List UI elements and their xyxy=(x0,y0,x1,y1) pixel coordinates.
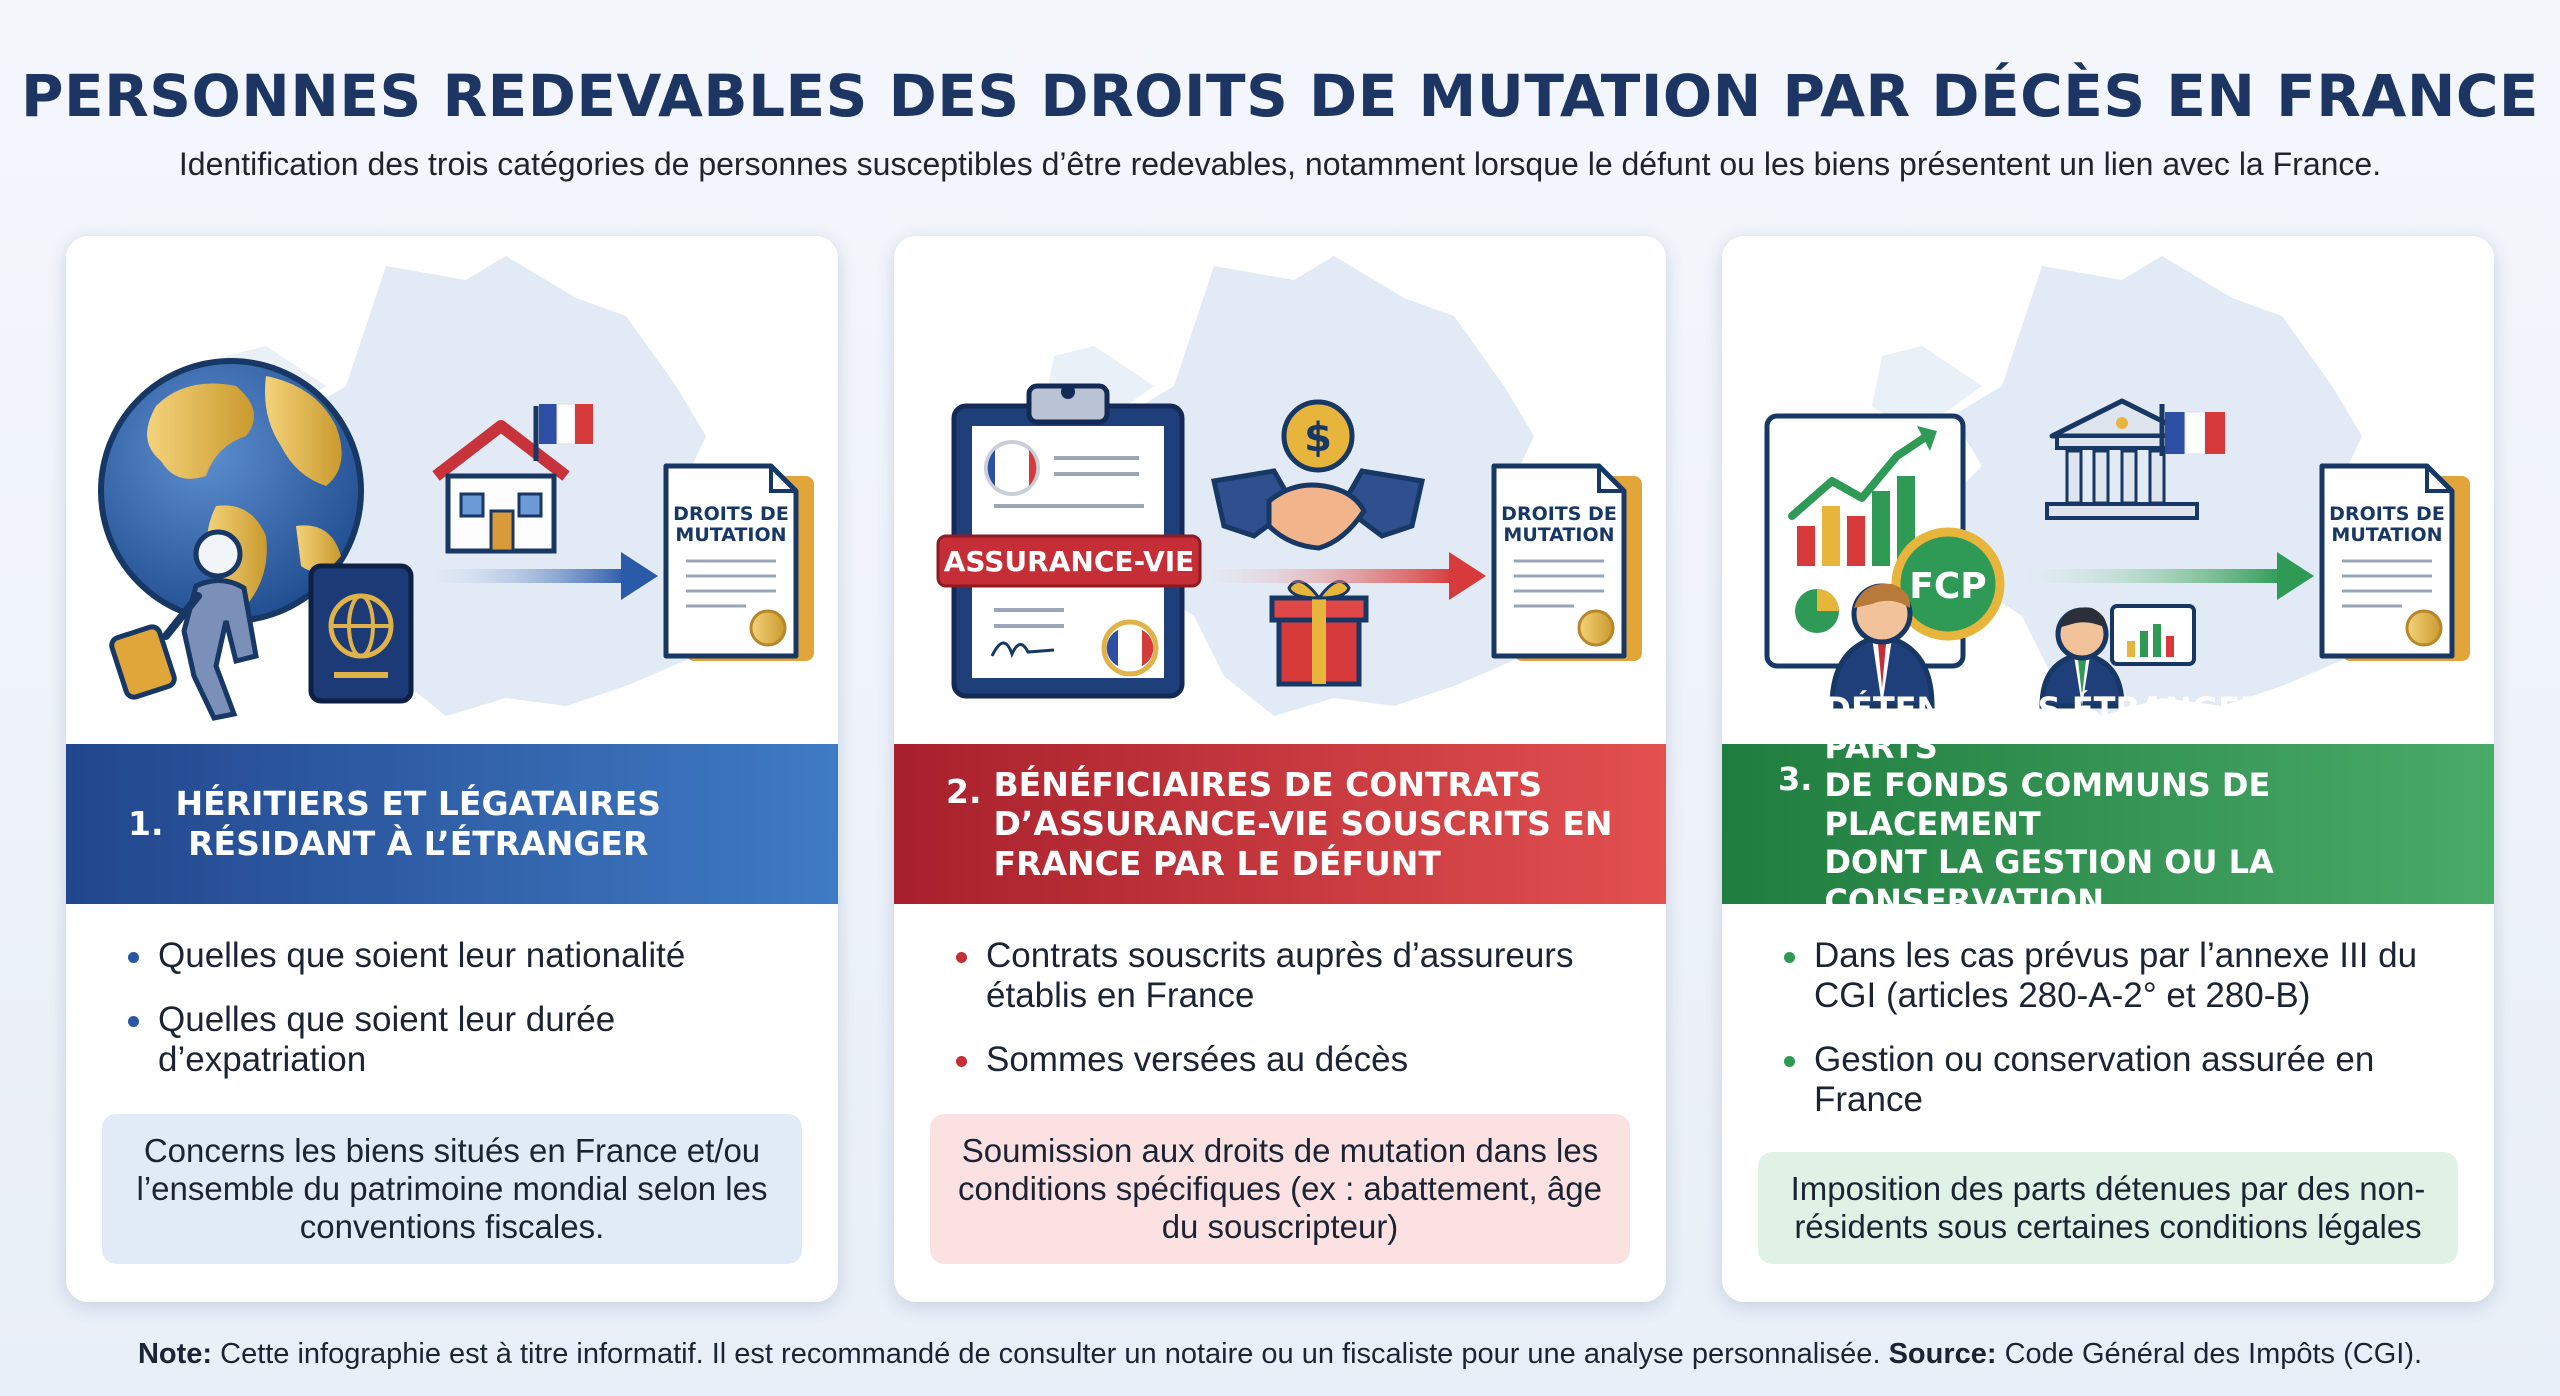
businessman-icon xyxy=(1829,583,1935,709)
house-icon xyxy=(432,420,570,554)
gift-icon xyxy=(1269,579,1369,687)
card-number: 1. xyxy=(128,804,164,844)
handshake-icon xyxy=(1210,468,1426,551)
card-heading-line: DE FONDS COMMUNS DE PLACEMENT xyxy=(1824,766,2271,843)
bullet-icon xyxy=(956,952,967,963)
document-label-line2: MUTATION xyxy=(675,524,786,546)
card-note: Imposition des parts détenues par des no… xyxy=(1758,1152,2458,1264)
list-item: Dans les cas prévus par l’annexe III du … xyxy=(1784,936,2464,1016)
card-heading-line: FRANCE PAR LE DÉFUNT xyxy=(993,843,1441,883)
card-illustration: ASSURANCE-VIE $ DROITS DE xyxy=(936,256,1642,716)
french-flag-icon xyxy=(533,403,593,461)
card-life-insurance: ASSURANCE-VIE $ DROITS DE xyxy=(894,236,1666,1302)
bullet-icon xyxy=(1784,1056,1795,1067)
french-flag-icon xyxy=(2159,404,2225,456)
document-icon: DROITS DE MUTATION xyxy=(663,463,814,661)
card-heading: 2. BÉNÉFICIAIRES DE CONTRATS D’ASSURANCE… xyxy=(894,744,1666,904)
card-number: 2. xyxy=(946,772,982,811)
list-item: Quelles que soient leur durée d’expatria… xyxy=(128,1000,808,1080)
bullet-icon xyxy=(128,1016,139,1027)
document-label-line2: MUTATION xyxy=(2331,524,2442,546)
card-number: 3. xyxy=(1778,760,1813,798)
bank-icon xyxy=(2045,398,2199,520)
list-item: Gestion ou conservation assurée en Franc… xyxy=(1784,1040,2464,1120)
document-label-line1: DROITS DE xyxy=(673,503,789,525)
card-heirs: DROITS DE MUTATION 1. HÉRITIERS ET LÉGAT… xyxy=(66,236,838,1302)
document-icon: DROITS DE MUTATION xyxy=(2319,463,2470,661)
card-note: Soumission aux droits de mutation dans l… xyxy=(930,1114,1630,1264)
fcp-badge-icon: FCP xyxy=(1891,527,2005,641)
card-heading-line: DONT LA GESTION OU LA CONSERVATION xyxy=(1824,843,2274,920)
coin-icon: $ xyxy=(1281,399,1355,473)
arrow-icon xyxy=(2022,552,2314,600)
card-points: Dans les cas prévus par l’annexe III du … xyxy=(1784,936,2464,1144)
card-illustration: DROITS DE MUTATION xyxy=(98,256,814,721)
bullet-icon xyxy=(956,1056,967,1067)
page-subtitle: Identification des trois catégories de p… xyxy=(178,146,2382,182)
page-title: PERSONNES REDEVABLES DES DROITS DE MUTAT… xyxy=(20,62,2540,130)
card-illustration: FCP xyxy=(1764,256,2470,716)
document-label-line1: DROITS DE xyxy=(1501,503,1617,525)
bullet-icon xyxy=(128,952,139,963)
arrow-icon xyxy=(1204,552,1486,600)
card-heading: 1. HÉRITIERS ET LÉGATAIRES RÉSIDANT À L’… xyxy=(66,744,838,904)
list-item: Quelles que soient leur nationalité xyxy=(128,936,808,976)
arrow-icon xyxy=(426,552,658,600)
note-label: Note: xyxy=(137,1338,213,1370)
card-points: Contrats souscrits auprès d’assureurs ét… xyxy=(956,936,1636,1104)
card-heading-line: RÉSIDANT À L’ÉTRANGER xyxy=(188,824,649,863)
note-text: Cette infographie est à titre informatif… xyxy=(212,1338,1889,1370)
document-icon: DROITS DE MUTATION xyxy=(1491,463,1642,661)
card-heading-line: DÉTENTEURS ÉTRANGERS DE PARTS xyxy=(1824,689,2348,767)
traveler-icon xyxy=(109,529,259,721)
card-heading: 3. DÉTENTEURS ÉTRANGERS DE PARTS DE FOND… xyxy=(1722,690,2494,958)
badge-background xyxy=(936,534,1202,588)
passport-icon xyxy=(308,563,414,704)
card-heading-line: EST ASSURÉE EN FRANCE xyxy=(1824,919,2281,958)
source-label: Source: xyxy=(1888,1338,1997,1370)
footer-note: Note: Cette infographie est à titre info… xyxy=(0,1338,2560,1371)
coin-symbol: $ xyxy=(1304,415,1332,461)
card-heading-line: BÉNÉFICIAIRES DE CONTRATS xyxy=(993,764,1543,804)
card-heading-line: HÉRITIERS ET LÉGATAIRES xyxy=(175,784,662,824)
manager-icon xyxy=(2039,604,2196,709)
document-label-line1: DROITS DE xyxy=(2329,503,2445,525)
list-item: Contrats souscrits auprès d’assureurs ét… xyxy=(956,936,1636,1016)
document-label-line2: MUTATION xyxy=(1503,524,1614,546)
card-note: Concerns les biens situés en France et/o… xyxy=(102,1114,802,1264)
card-points: Quelles que soient leur nationalité Quel… xyxy=(128,936,808,1104)
list-item: Sommes versées au décès xyxy=(956,1040,1636,1080)
source-text: Code Général des Impôts (CGI). xyxy=(1996,1338,2423,1370)
fcp-badge: FCP xyxy=(1909,566,1986,607)
assurance-vie-badge: ASSURANCE-VIE xyxy=(944,545,1195,578)
card-fcp-holders: FCP xyxy=(1722,236,2494,1302)
bullet-icon xyxy=(1784,952,1795,963)
card-heading-line: D’ASSURANCE-VIE SOUSCRITS EN xyxy=(993,804,1613,844)
